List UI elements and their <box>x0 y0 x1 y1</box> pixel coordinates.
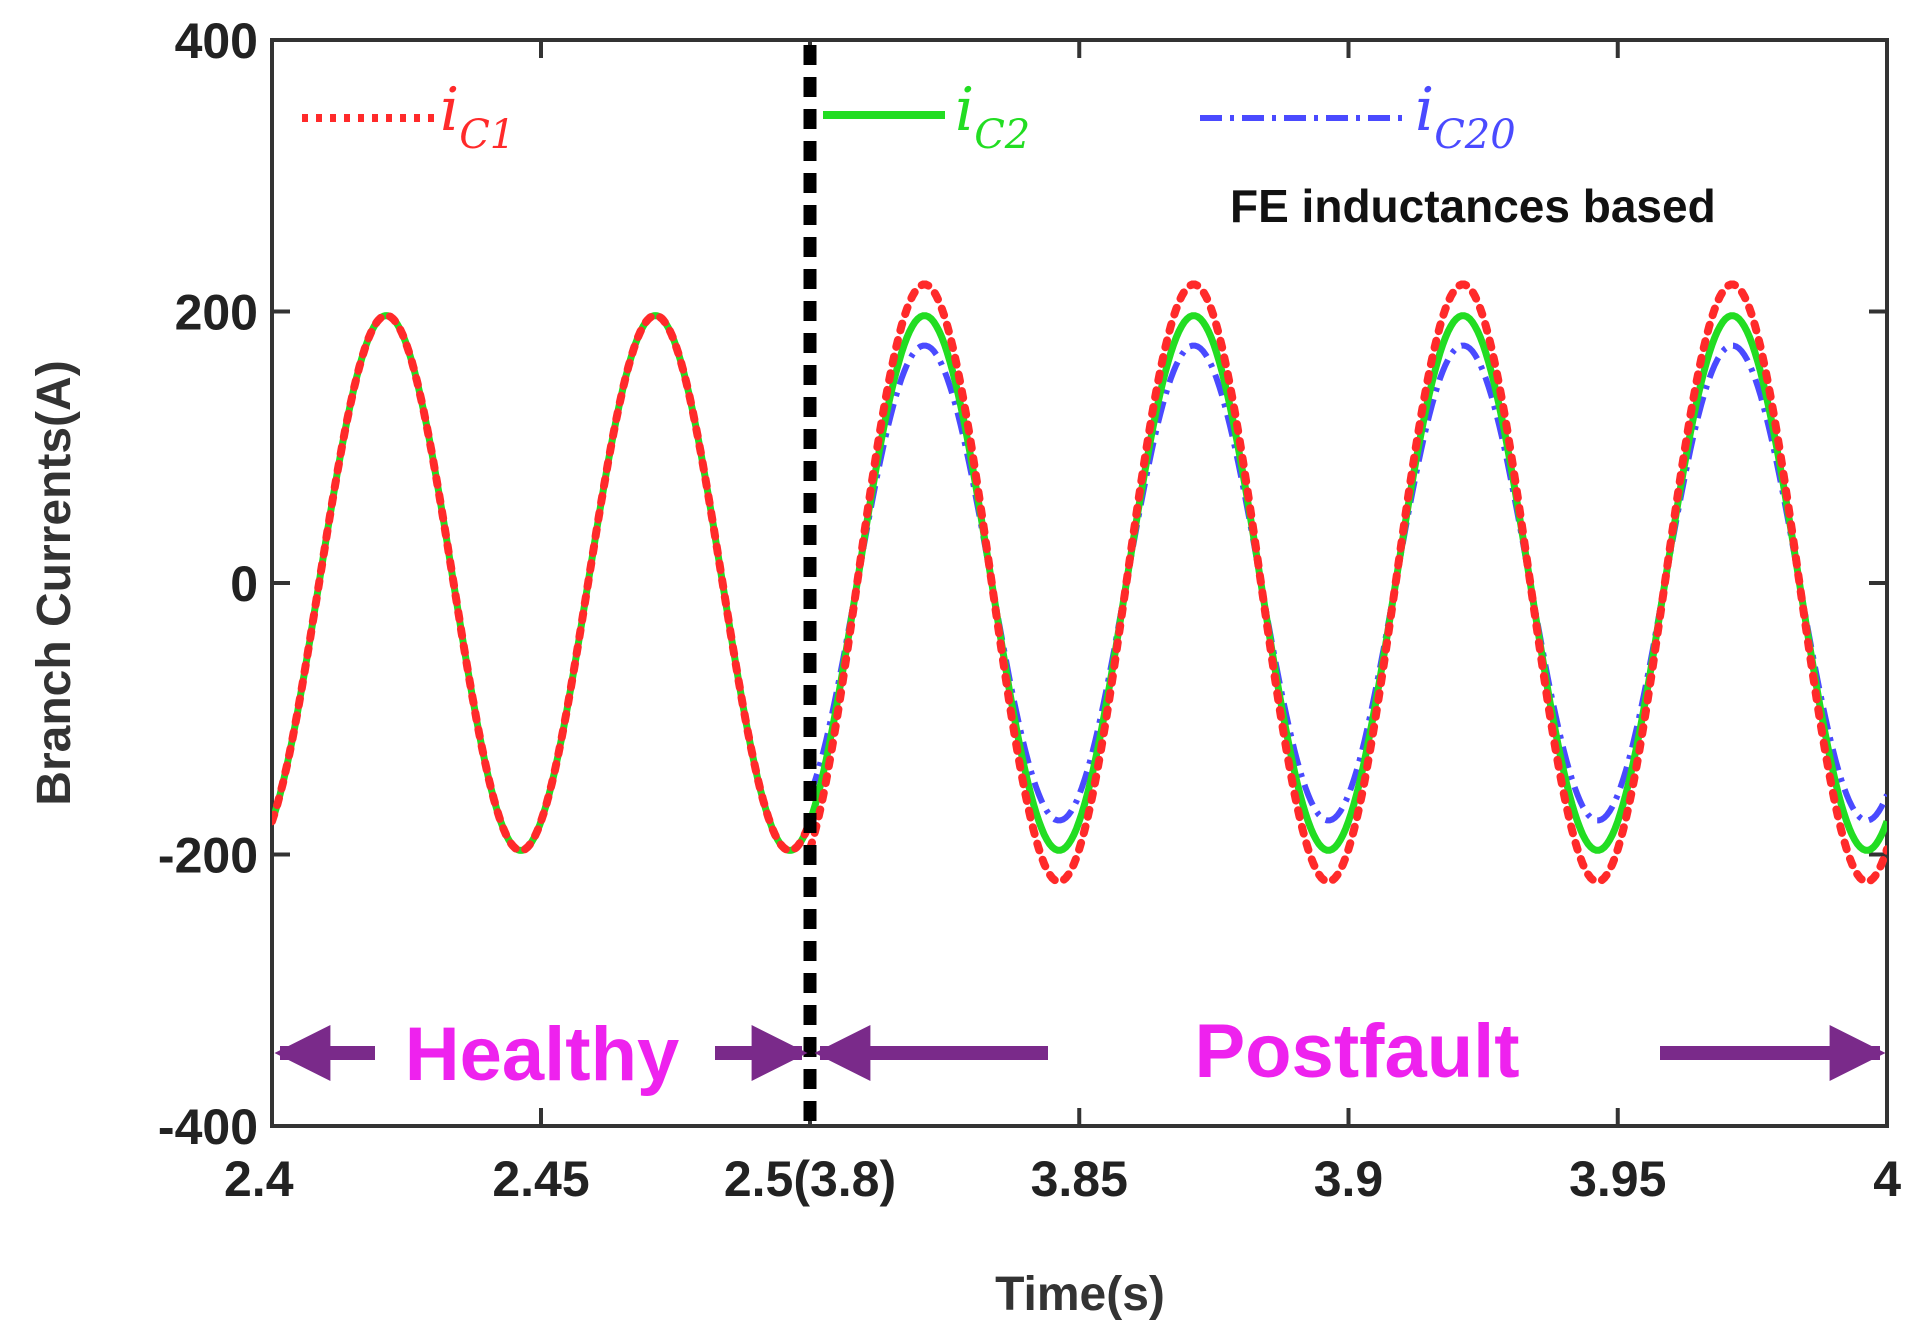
x-tick-label: 3.9 <box>1314 1151 1384 1207</box>
plot-area <box>270 38 1889 1128</box>
y-axis-label: Branch Currents(A) <box>28 360 81 805</box>
x-tick-label: 2.45 <box>492 1151 589 1207</box>
region-label-healthy: Healthy <box>405 1012 680 1097</box>
y-axis-ticks: -400 -200 0 200 400 <box>158 13 1887 1155</box>
annotation-fe-inductances: FE inductances based <box>1230 180 1716 232</box>
legend-label-ic20: iC20 <box>1415 75 1516 158</box>
x-axis-ticks: 2.4 2.45 2.5(3.8) 3.85 3.9 3.95 4 <box>224 40 1901 1207</box>
x-tick-label: 2.4 <box>224 1151 294 1207</box>
y-tick-label: 400 <box>175 13 258 69</box>
legend: iC1 iC2 iC20 <box>302 75 1516 158</box>
x-tick-label: 3.85 <box>1031 1151 1128 1207</box>
y-tick-label: -400 <box>158 1099 258 1155</box>
series-lines <box>272 280 1887 886</box>
legend-label-ic1: iC1 <box>440 75 515 158</box>
y-tick-label: 200 <box>175 285 258 341</box>
x-tick-label: 3.95 <box>1569 1151 1666 1207</box>
x-axis-label: Time(s) <box>995 1268 1165 1321</box>
x-tick-label: 2.5(3.8) <box>724 1151 896 1207</box>
y-tick-label: 0 <box>230 556 258 612</box>
legend-label-ic2: iC2 <box>955 75 1030 158</box>
y-tick-label: -200 <box>158 828 258 884</box>
series-line-ic1-postfault <box>806 280 1887 886</box>
region-label-postfault: Postfault <box>1194 1009 1519 1094</box>
x-tick-label: 4 <box>1873 1151 1901 1207</box>
series-line-ic1-healthy <box>272 311 814 855</box>
